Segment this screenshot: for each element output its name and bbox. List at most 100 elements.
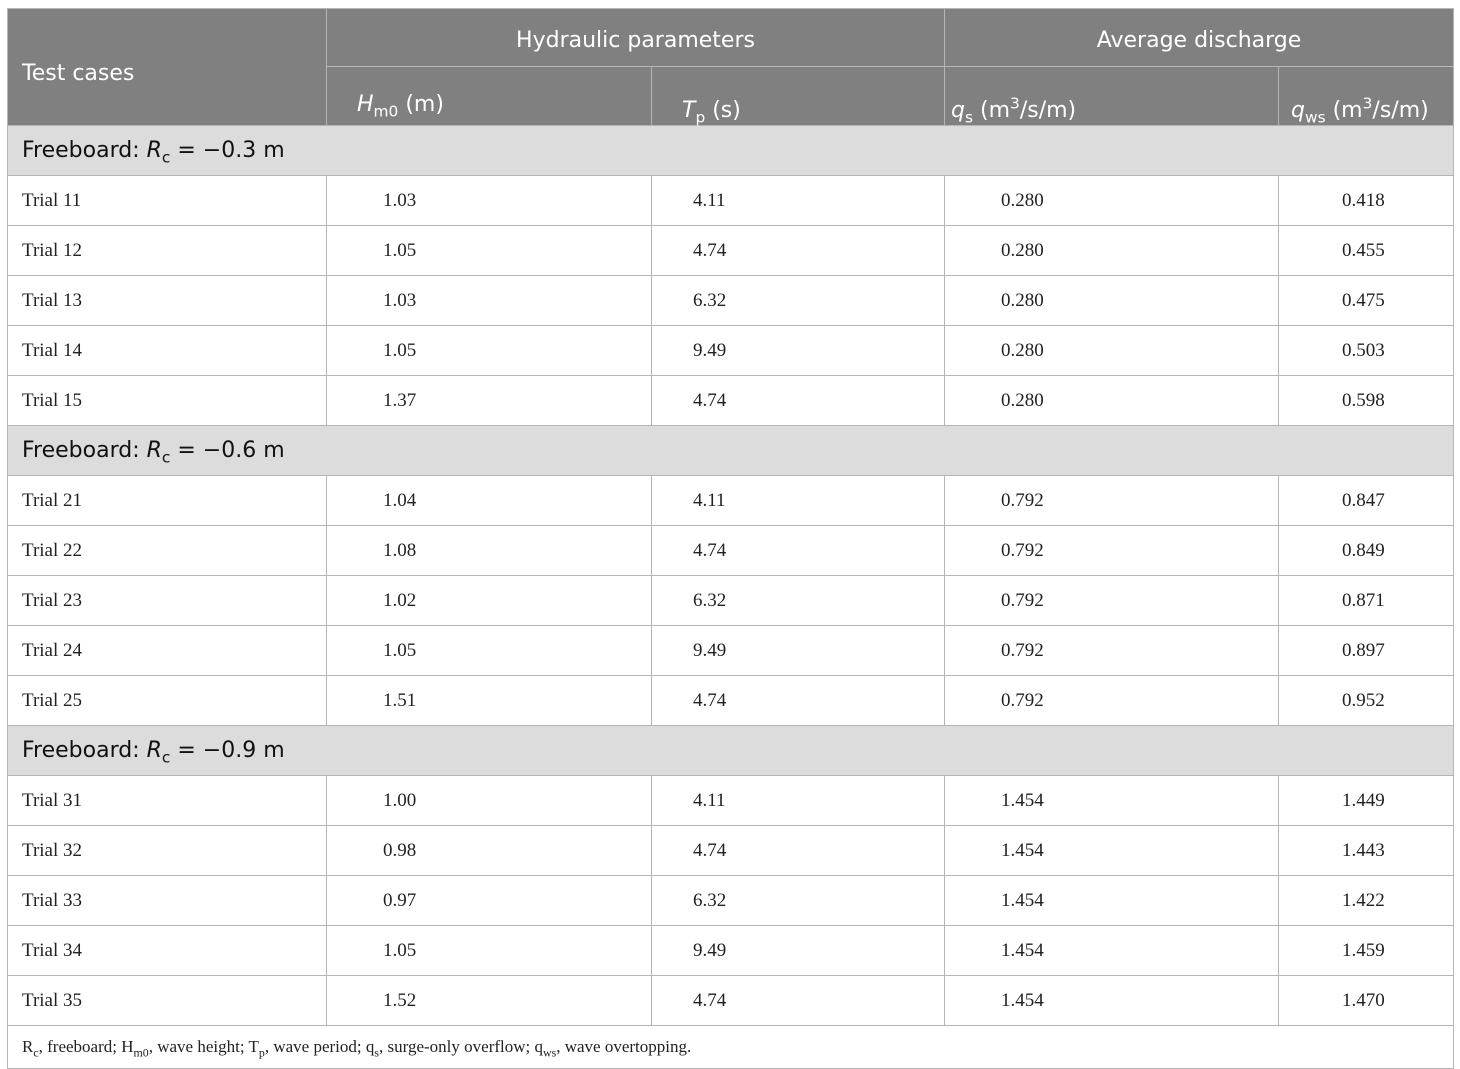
cell-qs: 1.454	[944, 975, 1280, 1026]
cell-qws: 0.418	[1278, 175, 1455, 226]
qws-unit-exponent: 3	[1362, 94, 1373, 113]
footnote-subscript: ws	[543, 1045, 557, 1060]
header-qws: qws (m3/s/m)	[1278, 66, 1455, 126]
header-row-top: Test cases Hydraulic parameters Average …	[7, 8, 1455, 126]
cell-hm0: 1.02	[326, 575, 652, 626]
footnote-subscript: s	[374, 1045, 379, 1060]
cell-hm0: 1.52	[326, 975, 652, 1026]
qs-unit-post: /s/m)	[1019, 98, 1077, 123]
cell-trial: Trial 14	[7, 325, 327, 376]
table-row: Trial 12 1.05 4.74 0.280 0.455	[7, 225, 1455, 276]
freeboard-group-row: Freeboard: Rc = −0.9 m	[6, 725, 1455, 776]
cell-trial: Trial 33	[7, 875, 327, 926]
freeboard-prefix: Freeboard:	[22, 138, 147, 163]
header-average-discharge: Average discharge	[944, 8, 1455, 67]
cell-trial: Trial 23	[7, 575, 327, 626]
cell-trial: Trial 11	[7, 175, 327, 226]
cell-qs: 1.454	[944, 875, 1280, 926]
cell-hm0: 1.04	[326, 475, 652, 526]
table-row: Trial 33 0.97 6.32 1.454 1.422	[7, 875, 1455, 926]
cell-tp: 4.11	[650, 475, 946, 526]
freeboard-prefix: Freeboard:	[22, 438, 147, 463]
results-table-container: Test cases Hydraulic parameters Average …	[6, 8, 1455, 1069]
cell-trial: Trial 24	[7, 625, 327, 676]
cell-hm0: 0.97	[326, 875, 652, 926]
qs-unit-exponent: 3	[1010, 94, 1020, 113]
qs-symbol: q	[951, 98, 965, 123]
cell-tp: 9.49	[650, 925, 946, 976]
hm0-symbol: H	[357, 92, 374, 117]
qws-unit-post: /s/m)	[1372, 98, 1429, 123]
cell-qws: 0.952	[1278, 675, 1455, 726]
header-hydraulic-parameters: Hydraulic parameters	[325, 8, 946, 67]
cell-qws: 0.849	[1278, 525, 1455, 576]
cell-hm0: 1.00	[326, 775, 652, 826]
footnote-text: , wave overtopping.	[556, 1037, 692, 1056]
table-row: Trial 34 1.05 9.49 1.454 1.459	[7, 925, 1455, 976]
footnote-text: , wave height; T	[148, 1037, 259, 1056]
cell-qws: 0.897	[1278, 625, 1455, 676]
cell-hm0: 1.05	[326, 225, 652, 276]
cell-trial: Trial 21	[7, 475, 327, 526]
footnote: Rc, freeboard; Hm0, wave height; Tp, wav…	[6, 1025, 1455, 1069]
cell-tp: 4.11	[650, 175, 946, 226]
cell-qws: 1.422	[1278, 875, 1455, 926]
cell-qs: 0.792	[944, 675, 1280, 726]
cell-hm0: 0.98	[326, 825, 652, 876]
cell-qs: 0.280	[944, 275, 1280, 326]
cell-qws: 0.598	[1278, 375, 1455, 426]
cell-trial: Trial 35	[7, 975, 327, 1026]
cell-qs: 1.454	[944, 825, 1280, 876]
table-row: Trial 24 1.05 9.49 0.792 0.897	[7, 625, 1455, 676]
table-row: Trial 23 1.02 6.32 0.792 0.871	[7, 575, 1455, 626]
cell-tp: 6.32	[650, 575, 946, 626]
freeboard-group-row: Freeboard: Rc = −0.6 m	[6, 425, 1455, 476]
footnote-subscript: m0	[133, 1045, 149, 1060]
freeboard-group-row: Freeboard: Rc = −0.3 m	[6, 125, 1455, 176]
cell-qws: 1.443	[1278, 825, 1455, 876]
cell-qws: 0.503	[1278, 325, 1455, 376]
cell-qs: 0.280	[944, 375, 1280, 426]
table-row: Trial 11 1.03 4.11 0.280 0.418	[7, 175, 1455, 226]
table-row: Trial 31 1.00 4.11 1.454 1.449	[7, 775, 1455, 826]
freeboard-label: Freeboard: Rc = −0.3 m	[6, 125, 1455, 176]
cell-qs: 0.280	[944, 225, 1280, 276]
tp-symbol: T	[682, 98, 696, 123]
footnote-text: , surge-only overflow; q	[379, 1037, 543, 1056]
table-row: Trial 21 1.04 4.11 0.792 0.847	[7, 475, 1455, 526]
table-row: Trial 35 1.52 4.74 1.454 1.470	[7, 975, 1455, 1026]
table-row: Trial 13 1.03 6.32 0.280 0.475	[7, 275, 1455, 326]
cell-qws: 0.455	[1278, 225, 1455, 276]
cell-qws: 1.459	[1278, 925, 1455, 976]
cell-trial: Trial 12	[7, 225, 327, 276]
freeboard-label: Freeboard: Rc = −0.6 m	[6, 425, 1455, 476]
header-hm0: Hm0 (m)	[326, 66, 652, 126]
header-qs: qs (m3/s/m)	[944, 66, 1280, 127]
tp-subscript: p	[695, 108, 706, 127]
hm0-subscript: m0	[373, 102, 399, 121]
freeboard-symbol: R	[146, 138, 162, 163]
table-row: Trial 15 1.37 4.74 0.280 0.598	[7, 375, 1455, 426]
table-row: Trial 14 1.05 9.49 0.280 0.503	[7, 325, 1455, 376]
cell-hm0: 1.05	[326, 625, 652, 676]
freeboard-value: = −0.6 m	[170, 438, 285, 463]
cell-trial: Trial 25	[7, 675, 327, 726]
footnote-text: R	[22, 1037, 34, 1056]
table-row: Trial 22 1.08 4.74 0.792 0.849	[7, 525, 1455, 576]
qs-unit-pre: (m	[973, 98, 1011, 123]
cell-hm0: 1.37	[326, 375, 652, 426]
cell-hm0: 1.03	[326, 275, 652, 326]
cell-hm0: 1.05	[326, 925, 652, 976]
cell-trial: Trial 34	[7, 925, 327, 976]
cell-qs: 0.792	[944, 575, 1280, 626]
cell-tp: 4.74	[650, 675, 946, 726]
footnote-subscript: c	[33, 1045, 39, 1060]
footnote-text: , freeboard; H	[38, 1037, 134, 1056]
cell-hm0: 1.03	[326, 175, 652, 226]
cell-tp: 4.74	[650, 375, 946, 426]
cell-tp: 4.74	[650, 225, 946, 276]
cell-qws: 0.847	[1278, 475, 1455, 526]
cell-qs: 1.454	[944, 775, 1280, 826]
cell-tp: 6.32	[650, 275, 946, 326]
qs-subscript: s	[964, 108, 974, 127]
